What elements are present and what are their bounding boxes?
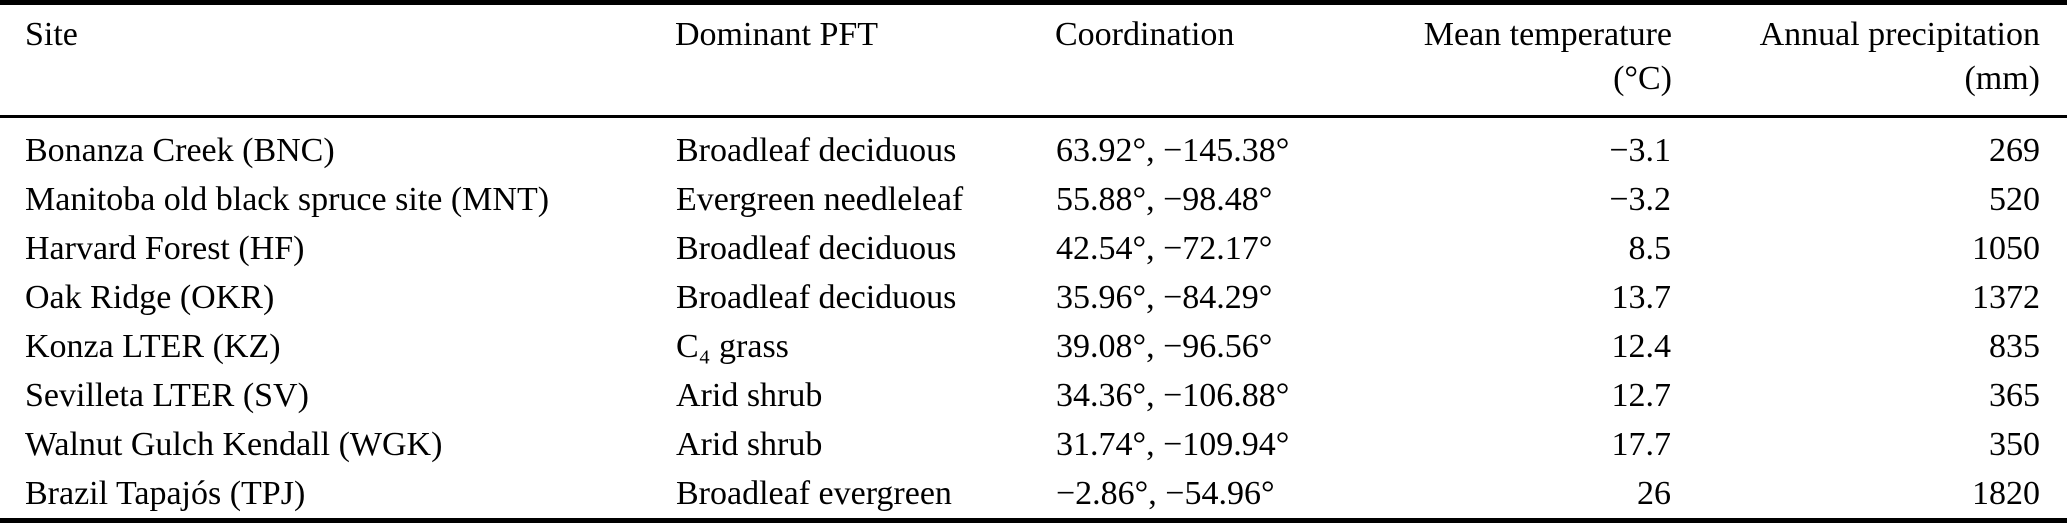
- col-header-coordination-label: Coordination: [1055, 16, 1235, 53]
- cell-site: Oak Ridge (OKR): [25, 279, 275, 316]
- cell-dominant-pft: Arid shrub: [676, 377, 823, 414]
- cell-dominant-pft: C₄ grass: [676, 328, 789, 365]
- table-row: Brazil Tapajós (TPJ) Broadleaf evergreen…: [0, 469, 2067, 521]
- col-header-annual-precipitation: Annual precipitation (mm): [1672, 2, 2067, 118]
- cell-mean-temperature: 12.4: [1611, 328, 1672, 365]
- col-header-dominant-pft: Dominant PFT: [675, 2, 1055, 118]
- cell-mean-temperature: 13.7: [1611, 279, 1672, 316]
- cell-mean-temperature: −3.2: [1609, 181, 1671, 218]
- col-header-mean-temperature-label: Mean temperature: [1423, 16, 1672, 53]
- cell-coordination: 55.88°, −98.48°: [1056, 181, 1273, 218]
- cell-coordination: 31.74°, −109.94°: [1056, 426, 1290, 463]
- cell-site: Bonanza Creek (BNC): [25, 132, 335, 169]
- cell-site: Brazil Tapajós (TPJ): [25, 475, 306, 512]
- cell-dominant-pft: Arid shrub: [676, 426, 823, 463]
- table-row: Harvard Forest (HF) Broadleaf deciduous …: [0, 224, 2067, 273]
- cell-annual-precipitation: 269: [1989, 132, 2040, 169]
- col-header-mean-temperature-unit: (°C): [1613, 60, 1672, 97]
- cell-coordination: 35.96°, −84.29°: [1056, 279, 1273, 316]
- cell-mean-temperature: 26: [1637, 475, 1671, 512]
- col-header-annual-precipitation-label: Annual precipitation: [1759, 16, 2040, 53]
- cell-site: Harvard Forest (HF): [25, 230, 305, 267]
- cell-mean-temperature: 8.5: [1628, 230, 1672, 267]
- cell-site: Manitoba old black spruce site (MNT): [25, 181, 550, 218]
- cell-annual-precipitation: 350: [1989, 426, 2040, 463]
- cell-coordination: 34.36°, −106.88°: [1056, 377, 1290, 414]
- cell-coordination: 39.08°, −96.56°: [1056, 328, 1273, 365]
- cell-annual-precipitation: 835: [1989, 328, 2040, 365]
- col-header-mean-temperature: Mean temperature (°C): [1385, 2, 1672, 118]
- table-row: Oak Ridge (OKR) Broadleaf deciduous 35.9…: [0, 273, 2067, 322]
- col-header-dominant-pft-label: Dominant PFT: [675, 16, 879, 53]
- cell-coordination: −2.86°, −54.96°: [1056, 475, 1275, 512]
- header-row: Site Dominant PFT Coordination Mean temp…: [0, 2, 2067, 118]
- cell-coordination: 42.54°, −72.17°: [1056, 230, 1273, 267]
- table-row: Manitoba old black spruce site (MNT) Eve…: [0, 175, 2067, 224]
- cell-annual-precipitation: 1050: [1972, 230, 2040, 267]
- cell-dominant-pft: Broadleaf deciduous: [676, 279, 957, 316]
- table-body: Bonanza Creek (BNC) Broadleaf deciduous …: [0, 117, 2067, 521]
- col-header-annual-precipitation-unit: (mm): [1964, 60, 2040, 97]
- cell-annual-precipitation: 1372: [1972, 279, 2040, 316]
- table-row: Konza LTER (KZ) C₄ grass 39.08°, −96.56°…: [0, 322, 2067, 371]
- cell-dominant-pft: Broadleaf deciduous: [676, 230, 957, 267]
- cell-mean-temperature: 12.7: [1611, 377, 1672, 414]
- col-header-coordination: Coordination: [1055, 2, 1385, 118]
- cell-mean-temperature: −3.1: [1609, 132, 1671, 169]
- col-header-site: Site: [0, 2, 675, 118]
- table-row: Walnut Gulch Kendall (WGK) Arid shrub 31…: [0, 420, 2067, 469]
- cell-annual-precipitation: 520: [1989, 181, 2040, 218]
- cell-annual-precipitation: 1820: [1972, 475, 2040, 512]
- table-row: Bonanza Creek (BNC) Broadleaf deciduous …: [0, 117, 2067, 176]
- cell-dominant-pft: Broadleaf evergreen: [676, 475, 952, 512]
- col-header-site-label: Site: [25, 16, 78, 53]
- table-row: Sevilleta LTER (SV) Arid shrub 34.36°, −…: [0, 371, 2067, 420]
- table-header: Site Dominant PFT Coordination Mean temp…: [0, 2, 2067, 118]
- cell-dominant-pft: Evergreen needleleaf: [676, 181, 964, 218]
- cell-dominant-pft: Broadleaf deciduous: [676, 132, 957, 169]
- cell-annual-precipitation: 365: [1989, 377, 2040, 414]
- cell-site: Walnut Gulch Kendall (WGK): [25, 426, 443, 463]
- cell-coordination: 63.92°, −145.38°: [1056, 132, 1290, 169]
- cell-site: Konza LTER (KZ): [25, 328, 281, 365]
- cell-site: Sevilleta LTER (SV): [25, 377, 309, 414]
- cell-mean-temperature: 17.7: [1611, 426, 1672, 463]
